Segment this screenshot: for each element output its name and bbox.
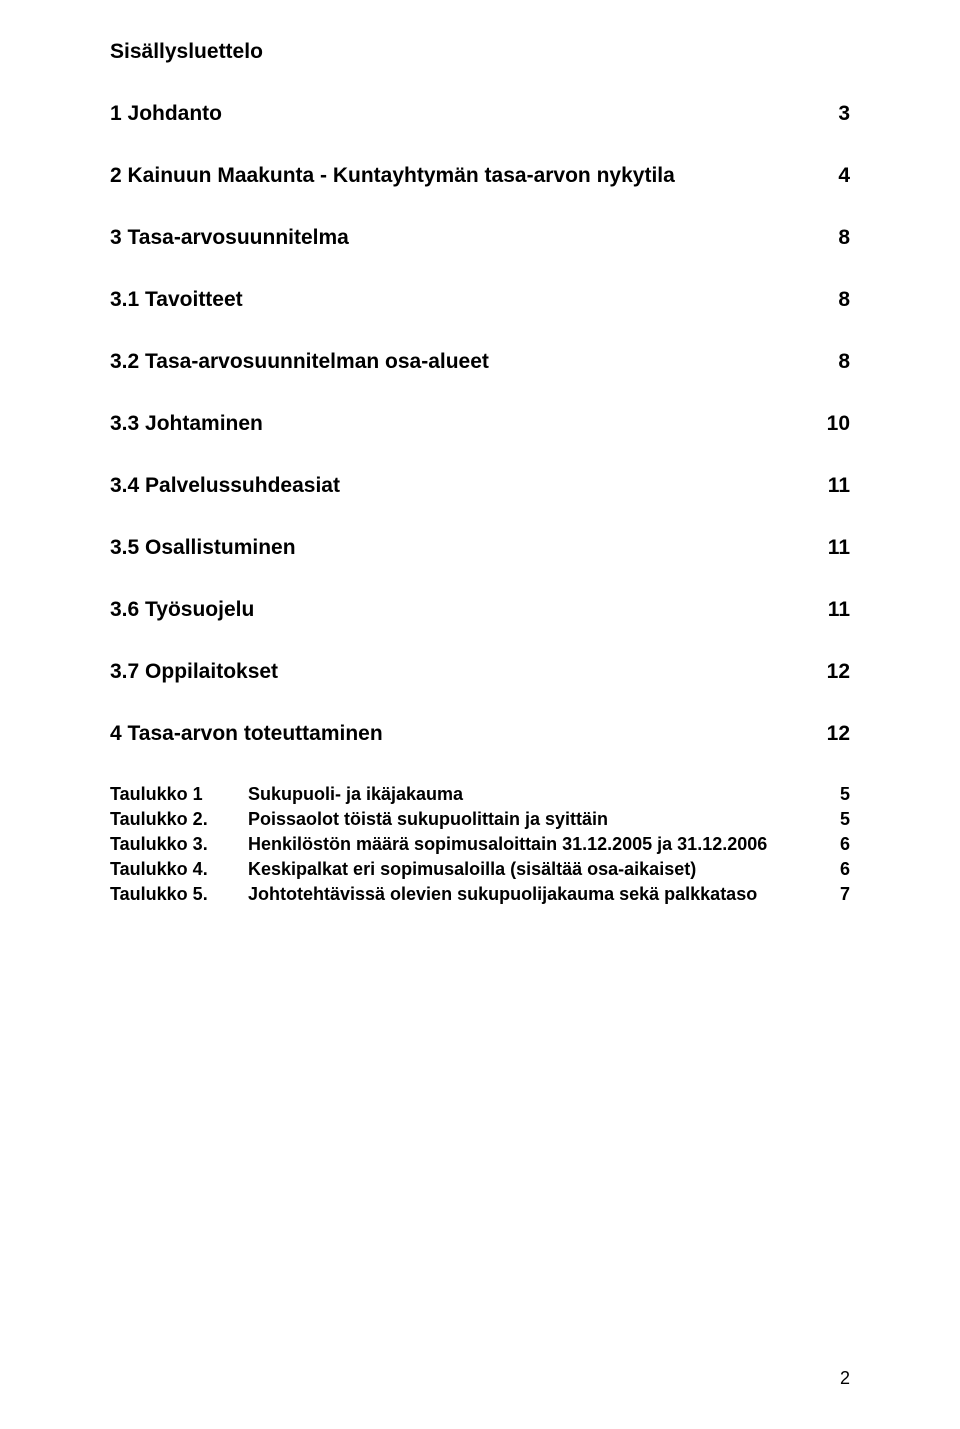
toc-label: 3.6 Työsuojelu [110,598,254,622]
toc-label: 1 Johdanto [110,102,222,126]
toc-row: 3.5 Osallistuminen 11 [110,536,850,560]
toc-row: 3.7 Oppilaitokset 12 [110,660,850,684]
toc-row: 3 Tasa-arvosuunnitelma 8 [110,226,850,250]
toc-page: 4 [810,164,850,188]
toc-row: 1 Johdanto 3 [110,102,850,126]
toc-label: 3.5 Osallistuminen [110,536,296,560]
table-page: 7 [810,884,850,905]
toc-label: 2 Kainuun Maakunta - Kuntayhtymän tasa-a… [110,164,675,188]
page-title: Sisällysluettelo [110,40,850,64]
toc-label: 3 Tasa-arvosuunnitelma [110,226,349,250]
table-of-contents: 1 Johdanto 3 2 Kainuun Maakunta - Kuntay… [110,102,850,746]
toc-row: 3.4 Palvelussuhdeasiat 11 [110,474,850,498]
table-list-row: Taulukko 1 Sukupuoli- ja ikäjakauma 5 [110,784,850,805]
toc-row: 3.2 Tasa-arvosuunnitelman osa-alueet 8 [110,350,850,374]
toc-label: 3.7 Oppilaitokset [110,660,278,684]
toc-page: 12 [810,660,850,684]
table-list-row: Taulukko 4. Keskipalkat eri sopimusaloil… [110,859,850,880]
table-list-row: Taulukko 2. Poissaolot töistä sukupuolit… [110,809,850,830]
table-id: Taulukko 3. [110,834,248,855]
toc-page: 11 [810,536,850,560]
toc-row: 3.1 Tavoitteet 8 [110,288,850,312]
toc-label: 3.1 Tavoitteet [110,288,243,312]
table-page: 5 [810,809,850,830]
table-page: 5 [810,784,850,805]
toc-page: 11 [810,598,850,622]
toc-label: 3.2 Tasa-arvosuunnitelman osa-alueet [110,350,489,374]
table-id: Taulukko 1 [110,784,248,805]
table-desc: Poissaolot töistä sukupuolittain ja syit… [248,809,810,830]
toc-page: 8 [810,226,850,250]
toc-page: 8 [810,350,850,374]
toc-page: 10 [810,412,850,436]
table-desc: Johtotehtävissä olevien sukupuolijakauma… [248,884,810,905]
document-page: Sisällysluettelo 1 Johdanto 3 2 Kainuun … [0,0,960,1429]
toc-label: 4 Tasa-arvon toteuttaminen [110,722,383,746]
toc-label: 3.3 Johtaminen [110,412,263,436]
table-id: Taulukko 2. [110,809,248,830]
table-desc: Sukupuoli- ja ikäjakauma [248,784,810,805]
table-desc: Keskipalkat eri sopimusaloilla (sisältää… [248,859,810,880]
page-number: 2 [840,1368,850,1389]
table-id: Taulukko 5. [110,884,248,905]
toc-page: 3 [810,102,850,126]
toc-row: 3.3 Johtaminen 10 [110,412,850,436]
toc-page: 11 [810,474,850,498]
toc-row: 2 Kainuun Maakunta - Kuntayhtymän tasa-a… [110,164,850,188]
toc-label: 3.4 Palvelussuhdeasiat [110,474,340,498]
table-list-row: Taulukko 5. Johtotehtävissä olevien suku… [110,884,850,905]
table-desc: Henkilöstön määrä sopimusaloittain 31.12… [248,834,810,855]
toc-row: 3.6 Työsuojelu 11 [110,598,850,622]
list-of-tables: Taulukko 1 Sukupuoli- ja ikäjakauma 5 Ta… [110,784,850,905]
toc-page: 12 [810,722,850,746]
table-id: Taulukko 4. [110,859,248,880]
toc-row: 4 Tasa-arvon toteuttaminen 12 [110,722,850,746]
table-list-row: Taulukko 3. Henkilöstön määrä sopimusalo… [110,834,850,855]
toc-page: 8 [810,288,850,312]
table-page: 6 [810,859,850,880]
table-page: 6 [810,834,850,855]
